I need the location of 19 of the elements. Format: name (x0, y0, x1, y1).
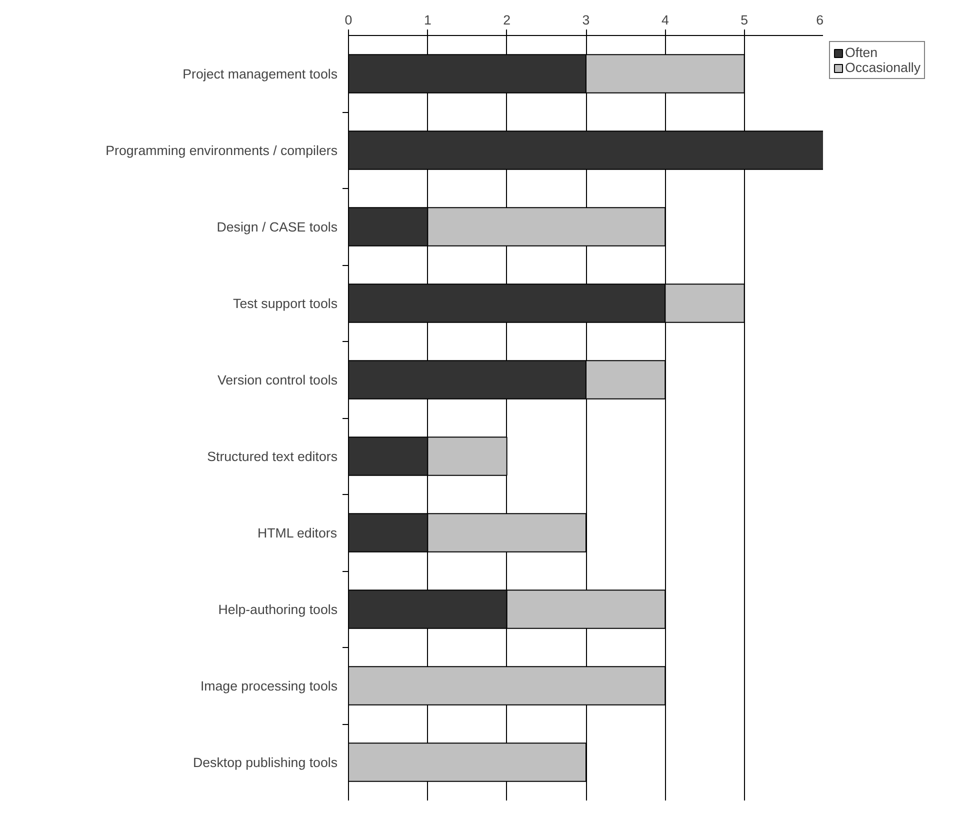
legend-label: Often (845, 45, 878, 60)
x-tick-label: 4 (661, 12, 670, 28)
y-tick-label: Test support tools (233, 296, 338, 311)
y-tick-label: Image processing tools (200, 678, 338, 694)
y-tick-label: Version control tools (217, 372, 338, 388)
x-tick-label: 2 (503, 12, 511, 28)
y-tick-label: Help-authoring tools (218, 602, 338, 617)
x-tick-label: 6 (816, 12, 824, 28)
y-tick-label: Desktop publishing tools (193, 754, 338, 770)
x-tick-label: 1 (424, 12, 432, 28)
legend-label: Occasionally (845, 60, 921, 75)
y-tick-label: Design / CASE tools (216, 219, 338, 234)
x-tick-label: 0 (344, 12, 352, 28)
y-tick-label: Structured text editors (207, 448, 338, 464)
y-tick-label: Project management tools (182, 66, 338, 82)
x-tick-label: 5 (740, 12, 748, 28)
y-tick-label: Programming environments / compilers (106, 142, 338, 158)
y-tick-label: HTML editors (258, 525, 338, 540)
x-tick-label: 3 (582, 12, 590, 28)
